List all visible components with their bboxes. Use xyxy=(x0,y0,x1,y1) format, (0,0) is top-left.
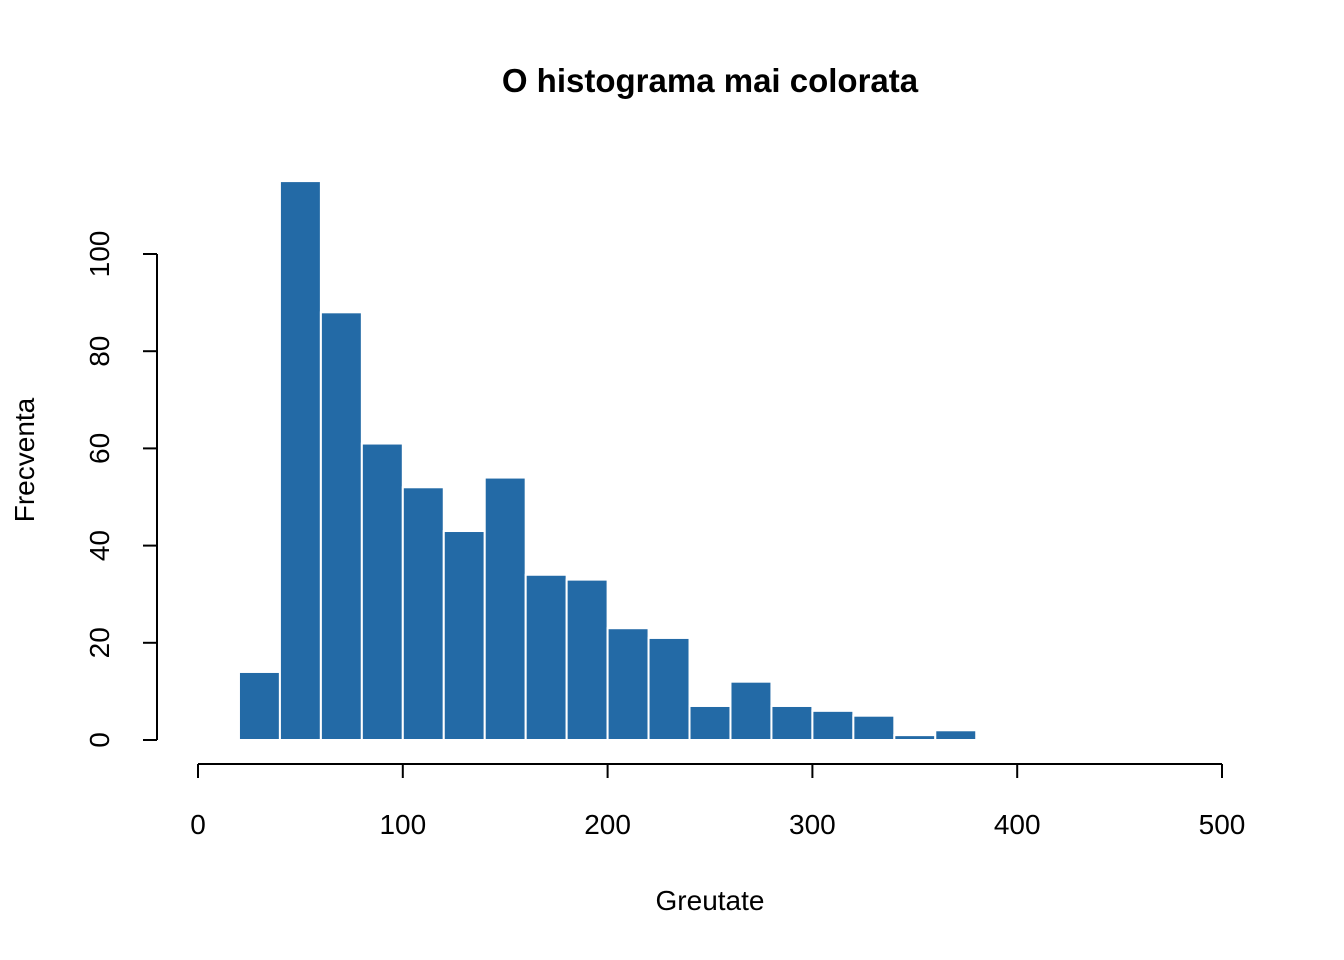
y-tick-label: 20 xyxy=(84,627,115,658)
histogram-bar xyxy=(278,180,322,742)
chart-title: O histograma mai colorata xyxy=(502,62,919,99)
y-tick-label: 40 xyxy=(84,530,115,561)
histogram-bar xyxy=(524,573,568,742)
histogram-bar xyxy=(442,530,486,742)
x-tick-label: 300 xyxy=(789,809,836,840)
histogram-bar xyxy=(237,670,281,742)
histogram-bar xyxy=(401,486,445,741)
x-tick-label: 100 xyxy=(379,809,426,840)
histogram-bar xyxy=(852,714,896,742)
histogram-bar xyxy=(483,476,527,741)
y-axis-label: Frecventa xyxy=(9,397,40,522)
y-axis: 0 20 40 60 80 100 xyxy=(84,231,158,748)
histogram-bar xyxy=(606,627,650,741)
x-tick-label: 0 xyxy=(190,809,206,840)
x-tick-label: 400 xyxy=(994,809,1041,840)
histogram-bar xyxy=(729,680,773,741)
histogram-bar xyxy=(934,729,978,742)
histogram-bar xyxy=(770,704,814,741)
x-tick-label: 500 xyxy=(1199,809,1246,840)
y-tick-label: 100 xyxy=(84,231,115,278)
y-tick-label: 60 xyxy=(84,433,115,464)
histogram-bar xyxy=(360,442,404,741)
histogram-bar xyxy=(811,709,855,742)
histogram-bar xyxy=(319,311,363,741)
histogram-bar xyxy=(565,578,609,741)
histogram-bar xyxy=(647,636,691,741)
x-tick-label: 200 xyxy=(584,809,631,840)
y-tick-label: 0 xyxy=(84,732,115,748)
y-tick-label: 80 xyxy=(84,336,115,367)
x-axis-label: Greutate xyxy=(656,885,765,916)
histogram-bar xyxy=(688,704,732,741)
histogram-bar xyxy=(893,734,937,742)
bars-group xyxy=(237,180,978,742)
x-axis: 0 100 200 300 400 500 xyxy=(190,763,1246,840)
